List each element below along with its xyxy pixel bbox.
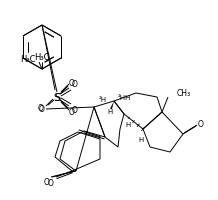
Text: S: S bbox=[54, 93, 60, 102]
Text: O: O bbox=[38, 104, 44, 113]
Text: O: O bbox=[44, 178, 50, 187]
Text: H: H bbox=[138, 136, 144, 142]
Text: O: O bbox=[39, 105, 45, 114]
Text: CH₃: CH₃ bbox=[177, 89, 191, 98]
Text: H₃C: H₃C bbox=[20, 55, 36, 64]
Text: O: O bbox=[69, 79, 75, 88]
Text: H₃C: H₃C bbox=[34, 53, 50, 62]
Polygon shape bbox=[110, 101, 114, 110]
Text: H: H bbox=[107, 108, 113, 114]
Text: O: O bbox=[48, 179, 54, 188]
Text: O: O bbox=[198, 120, 204, 129]
Text: ²HH: ²HH bbox=[118, 95, 131, 100]
Text: H: H bbox=[125, 121, 131, 127]
Text: O: O bbox=[72, 106, 78, 115]
Text: O: O bbox=[72, 80, 78, 89]
Text: O: O bbox=[69, 108, 75, 117]
Text: S: S bbox=[54, 93, 60, 102]
Text: ²H: ²H bbox=[99, 97, 107, 102]
